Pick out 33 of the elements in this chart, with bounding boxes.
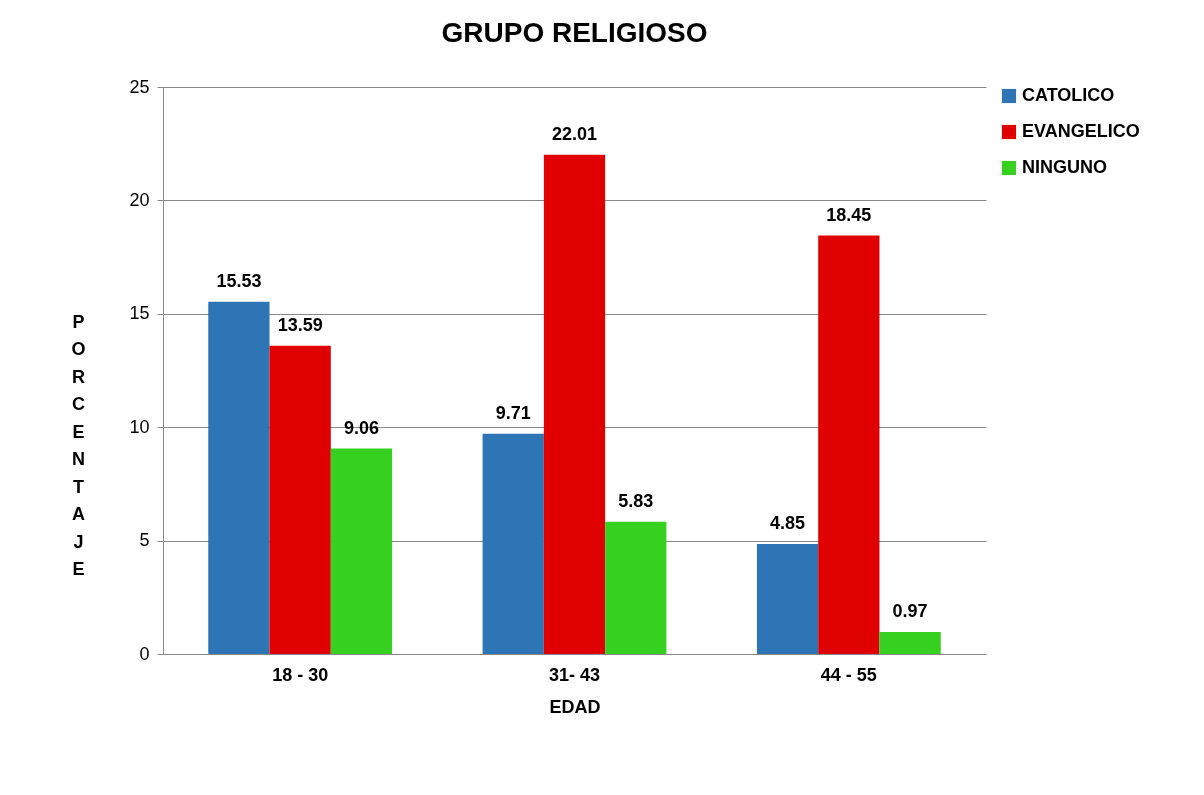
bar xyxy=(879,632,941,654)
bar xyxy=(482,433,544,654)
bar xyxy=(208,301,270,654)
y-tick-label: 5 xyxy=(139,530,150,551)
y-tick-label: 20 xyxy=(129,189,150,210)
bar xyxy=(330,448,393,654)
y-tick-label: 15 xyxy=(129,303,150,324)
bar xyxy=(605,521,667,654)
data-label: 15.53 xyxy=(216,270,262,291)
bar xyxy=(756,544,819,654)
legend-label: CATOLICO xyxy=(1022,85,1115,105)
legend-label: EVANGELICO xyxy=(1022,121,1140,141)
data-label: 0.97 xyxy=(892,601,928,621)
y-tick-label: 0 xyxy=(139,643,150,664)
y-tick-label: 25 xyxy=(129,76,150,97)
chart-title: GRUPO RELIGIOSO xyxy=(441,17,708,48)
bar xyxy=(269,345,331,654)
data-label: 5.83 xyxy=(618,490,654,511)
data-label: 9.71 xyxy=(495,402,531,423)
legend-label: NINGUNO xyxy=(1022,157,1107,177)
y-tick-label: 10 xyxy=(129,416,150,437)
x-axis-title: EDAD xyxy=(549,696,601,717)
data-label: 18.45 xyxy=(826,204,872,225)
x-tick-label: 18 - 30 xyxy=(272,664,329,685)
data-label: 4.85 xyxy=(770,513,806,533)
bar xyxy=(818,235,880,654)
x-tick-label: 31- 43 xyxy=(548,664,601,685)
bar xyxy=(543,154,606,654)
data-label: 22.01 xyxy=(551,123,598,144)
text: PORCENTAJE xyxy=(71,311,86,579)
x-tick-label: 44 - 55 xyxy=(820,664,877,685)
data-label: 13.59 xyxy=(277,314,323,335)
data-label: 9.06 xyxy=(343,417,379,438)
